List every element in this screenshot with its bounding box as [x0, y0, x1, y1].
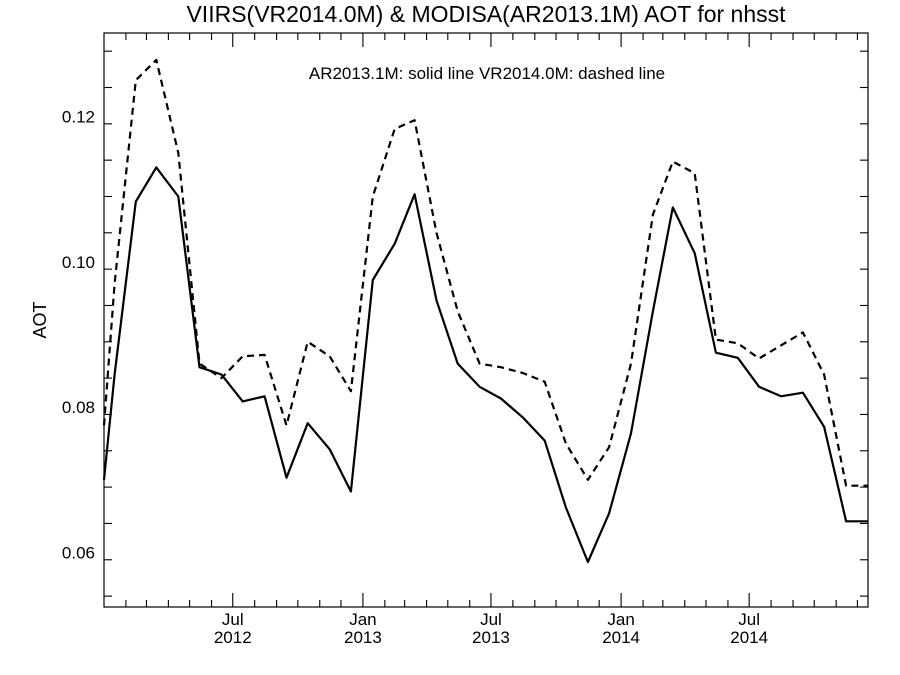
axis-ticks: 0.060.080.100.12Jul2012Jan2013Jul2013Jan… [62, 33, 868, 647]
x-tick-label-month: Jan [349, 610, 376, 629]
y-tick-label: 0.12 [62, 108, 95, 127]
series-line-vr2014-0m [102, 58, 868, 487]
x-tick-label-year: 2012 [214, 628, 252, 647]
x-tick-label-month: Jan [607, 610, 634, 629]
x-tick-label-year: 2014 [602, 628, 640, 647]
x-tick-label-month: Jul [738, 610, 760, 629]
x-tick-label-month: Jul [480, 610, 502, 629]
x-tick-label-year: 2013 [472, 628, 510, 647]
y-tick-label: 0.08 [62, 398, 95, 417]
series-lines [102, 58, 868, 564]
x-tick-label-year: 2014 [730, 628, 768, 647]
plot-frame [103, 32, 869, 608]
y-tick-label: 0.06 [62, 544, 95, 563]
x-tick-label-month: Jul [222, 610, 244, 629]
y-tick-label: 0.10 [62, 253, 95, 272]
chart-title: VIIRS(VR2014.0M) & MODISA(AR2013.1M) AOT… [186, 1, 786, 27]
series-line-ar2013-1m [102, 166, 868, 564]
legend-annotation: AR2013.1M: solid line VR2014.0M: dashed … [309, 64, 665, 83]
y-axis-label: AOT [30, 301, 50, 338]
x-tick-label-year: 2013 [344, 628, 382, 647]
